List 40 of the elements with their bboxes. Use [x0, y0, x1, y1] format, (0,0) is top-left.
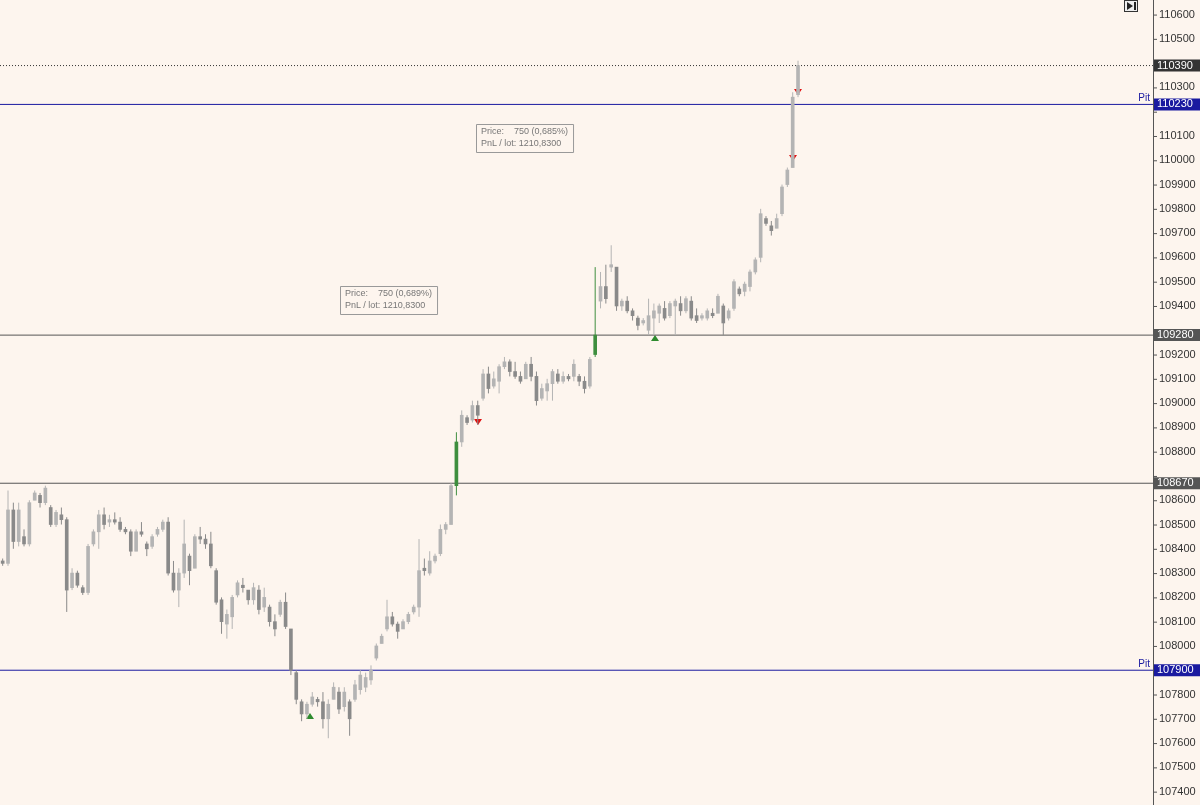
y-tick-label: 108100 — [1159, 614, 1196, 627]
ref-line-label: Pit — [1138, 657, 1151, 669]
y-tick-label: 109100 — [1159, 371, 1196, 384]
y-tick-label: 109700 — [1159, 226, 1196, 239]
y-tick-label: 108000 — [1159, 638, 1196, 651]
y-tick-label: 108200 — [1159, 590, 1196, 603]
text: 108670 — [1157, 476, 1194, 489]
y-tick-label: 108300 — [1159, 566, 1196, 579]
text: 110230 — [1157, 97, 1193, 110]
y-tick-label: 109500 — [1159, 274, 1196, 287]
y-tick-label: 110500 — [1159, 31, 1195, 44]
y-tick-label: 108500 — [1159, 517, 1196, 530]
y-tick-label: 109400 — [1159, 299, 1196, 311]
y-tick-label: 108400 — [1159, 541, 1196, 554]
y-tick-label: 109200 — [1159, 347, 1196, 360]
y-tick-label: 110600 — [1159, 7, 1195, 20]
y-tick-label: 110000 — [1159, 153, 1195, 166]
text: 110390 — [1157, 58, 1193, 71]
y-tick-label: 107600 — [1159, 736, 1196, 749]
candlestick — [80, 584, 85, 596]
text: 109280 — [1157, 328, 1194, 341]
y-tick-label: 107400 — [1159, 784, 1196, 797]
y-tick-label: 107800 — [1159, 687, 1196, 700]
annotation: Price: 750 (0,685%) PnL / lot: 1210,8300 — [481, 125, 569, 148]
y-tick-label: 109600 — [1159, 250, 1196, 263]
y-tick-label: 109900 — [1159, 177, 1196, 190]
y-tick-label: 108900 — [1159, 420, 1196, 433]
text: 107900 — [1157, 663, 1194, 676]
candlestick — [577, 373, 581, 387]
candlestick — [561, 371, 565, 385]
y-tick-label: 110100 — [1159, 129, 1195, 142]
y-tick-label: 109000 — [1159, 396, 1196, 409]
y-tick-label: 107700 — [1159, 711, 1196, 724]
annotation: Price: 750 (0,689%) PnL / lot: 1210,8300 — [345, 287, 433, 310]
y-tick-label: 108600 — [1159, 493, 1196, 506]
y-tick-label: 107500 — [1159, 760, 1196, 773]
y-tick-label: 108800 — [1159, 444, 1196, 457]
ref-line-label: Pit — [1138, 92, 1151, 104]
y-tick-label: 109800 — [1159, 201, 1196, 214]
y-tick-label: 110300 — [1159, 80, 1195, 93]
